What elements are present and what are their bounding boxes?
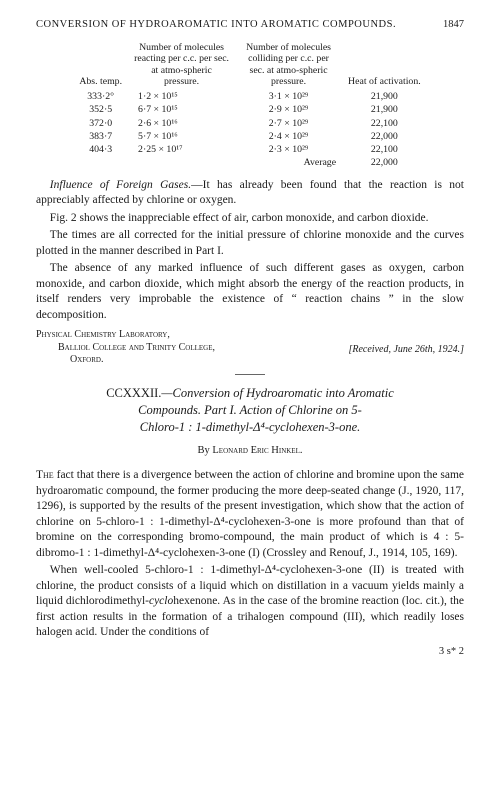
cell-heat: 21,900: [342, 90, 427, 103]
cell-temp: 372·0: [73, 117, 128, 130]
cell-temp: 333·2°: [73, 90, 128, 103]
paragraph: The times are all corrected for the init…: [36, 228, 464, 259]
title-line: Chloro-1 : 1-dimethyl-Δ⁴-cyclohexen-3-on…: [140, 420, 361, 434]
paragraph-foreign-gases: Influence of Foreign Gases.—It has alrea…: [36, 178, 464, 209]
run-in-heading: Influence of Foreign Gases.: [50, 179, 191, 191]
body-text: fact that there is a divergence between …: [36, 469, 464, 559]
cell-colliding: 2·4 × 10²⁹: [235, 130, 342, 143]
cell-reacting: 6·7 × 10¹⁵: [128, 103, 235, 116]
cell-reacting: 2·25 × 10¹⁷: [128, 143, 235, 156]
title-line: —Conversion of Hydroaromatic into Aromat…: [161, 386, 393, 400]
cell-temp: 352·5: [73, 103, 128, 116]
cell-reacting: 5·7 × 10¹⁶: [128, 130, 235, 143]
cell-colliding: 2·7 × 10²⁹: [235, 117, 342, 130]
table-row: 372·0 2·6 × 10¹⁶ 2·7 × 10²⁹ 22,100: [73, 117, 426, 130]
avg-label: Average: [235, 156, 342, 169]
cell-heat: 22,000: [342, 130, 427, 143]
cell-heat: 22,100: [342, 143, 427, 156]
title-line: Compounds. Part I. Action of Chlorine on…: [138, 403, 362, 417]
col-header-colliding: Number of molecules colliding per c.c. p…: [235, 42, 342, 90]
col-header-temp: Abs. temp.: [73, 42, 128, 90]
signature-mark: 3 s* 2: [36, 645, 464, 659]
cell-heat: 22,100: [342, 117, 427, 130]
table-row: 333·2° 1·2 × 10¹⁵ 3·1 × 10²⁹ 21,900: [73, 90, 426, 103]
cell-heat: 21,900: [342, 103, 427, 116]
author-name: Leonard Eric Hinkel.: [212, 445, 302, 456]
byline: By Leonard Eric Hinkel.: [36, 444, 464, 458]
table-row: 383·7 5·7 × 10¹⁶ 2·4 × 10²⁹ 22,000: [73, 130, 426, 143]
by-label: By: [197, 445, 212, 456]
avg-value: 22,000: [342, 156, 427, 169]
table-row: 352·5 6·7 × 10¹⁵ 2·9 × 10²⁹ 21,900: [73, 103, 426, 116]
cell-reacting: 1·2 × 10¹⁵: [128, 90, 235, 103]
article-number: CCXXXII.: [106, 386, 161, 400]
affiliation-line: Physical Chemistry Laboratory,: [36, 329, 464, 342]
paragraph: The absence of any marked influence of s…: [36, 261, 464, 323]
page: CONVERSION OF HYDROAROMATIC INTO AROMATI…: [0, 0, 500, 669]
cell-colliding: 3·1 × 10²⁹: [235, 90, 342, 103]
article-paragraph: When well-cooled 5-chloro-1 : 1-dimethyl…: [36, 563, 464, 641]
article-title: CCXXXII.—Conversion of Hydroaromatic int…: [42, 385, 458, 436]
article-paragraph: The fact that there is a divergence betw…: [36, 468, 464, 561]
table-row-average: Average 22,000: [73, 156, 426, 169]
table-row: 404·3 2·25 × 10¹⁷ 2·3 × 10²⁹ 22,100: [73, 143, 426, 156]
running-head-text: CONVERSION OF HYDROAROMATIC INTO AROMATI…: [36, 18, 396, 32]
col-header-reacting: Number of molecules reacting per c.c. pe…: [128, 42, 235, 90]
running-head: CONVERSION OF HYDROAROMATIC INTO AROMATI…: [36, 18, 464, 32]
cell-colliding: 2·3 × 10²⁹: [235, 143, 342, 156]
italic-prefix: cyclo: [149, 595, 173, 607]
page-number: 1847: [443, 18, 464, 32]
separator-rule: [235, 374, 265, 375]
cell-reacting: 2·6 × 10¹⁶: [128, 117, 235, 130]
col-header-heat: Heat of activation.: [342, 42, 427, 90]
paragraph: Fig. 2 shows the inappreciable effect of…: [36, 211, 464, 227]
cell-temp: 383·7: [73, 130, 128, 143]
kinetics-table: Abs. temp. Number of molecules reacting …: [73, 42, 426, 169]
cell-colliding: 2·9 × 10²⁹: [235, 103, 342, 116]
cell-temp: 404·3: [73, 143, 128, 156]
